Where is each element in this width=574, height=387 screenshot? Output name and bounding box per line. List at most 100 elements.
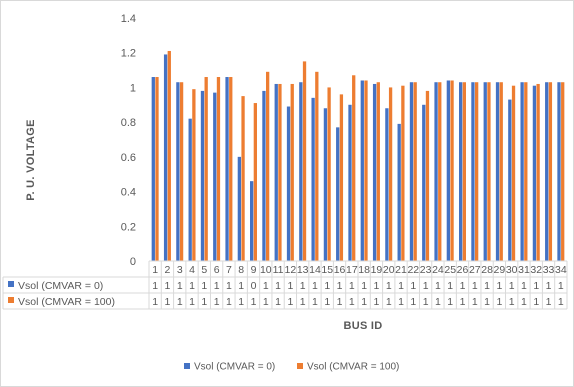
table-cell: 1 xyxy=(423,280,429,292)
bar-series-2 xyxy=(278,83,282,261)
bar-series-2 xyxy=(290,83,294,261)
table-cell: 1 xyxy=(337,280,343,292)
y-axis-ticks: 0 0.2 0.4 0.6 0.8 1 1.2 1.4 xyxy=(121,13,136,268)
category-label: 23 xyxy=(420,264,432,276)
category-label: 1 xyxy=(152,264,158,276)
table-cell: 1 xyxy=(472,280,478,292)
category-label: 2 xyxy=(165,264,171,276)
table-cell: 1 xyxy=(312,296,318,308)
bar-series-1 xyxy=(286,106,291,262)
table-cell: 1 xyxy=(361,280,367,292)
table-cell: 1 xyxy=(300,280,306,292)
bar-series-1 xyxy=(557,82,561,261)
table-cell: 1 xyxy=(263,296,269,308)
bar-series-2 xyxy=(265,71,270,261)
table-cell: 1 xyxy=(496,280,502,292)
table-cell: 1 xyxy=(496,296,502,308)
table-cell: 1 xyxy=(214,280,220,292)
table-cell: 1 xyxy=(423,296,429,308)
bar-series-2 xyxy=(192,89,196,262)
table-cell: 1 xyxy=(177,280,183,292)
y-tick-label: 0.2 xyxy=(121,221,136,233)
bar-series-1 xyxy=(397,123,401,261)
bar-series-2 xyxy=(548,82,553,261)
table-cell: 1 xyxy=(275,296,281,308)
category-label: 3 xyxy=(177,264,183,276)
bar-series-1 xyxy=(250,181,254,261)
bar-series-2 xyxy=(167,50,171,261)
bar-series-2 xyxy=(536,83,540,261)
y-tick-label: 0.4 xyxy=(121,187,136,199)
table-cell: 1 xyxy=(165,296,171,308)
table-cell: 1 xyxy=(201,280,207,292)
bar-series-2 xyxy=(413,82,417,261)
category-label: 19 xyxy=(371,264,383,276)
bar-series-2 xyxy=(438,82,442,261)
bar-series-1 xyxy=(348,104,352,262)
bar-series-1 xyxy=(545,82,549,261)
bar-series-2 xyxy=(327,87,331,261)
table-cell: 1 xyxy=(238,280,244,292)
table-cell: 1 xyxy=(374,296,380,308)
table-cell: 1 xyxy=(509,280,515,292)
category-label: 15 xyxy=(321,264,333,276)
table-cell: 1 xyxy=(447,296,453,308)
bar-series-2 xyxy=(524,82,528,261)
table-cell: 1 xyxy=(386,296,392,308)
bar-series-1 xyxy=(188,118,192,262)
category-label: 7 xyxy=(226,264,232,276)
category-label: 5 xyxy=(201,264,207,276)
category-label: 33 xyxy=(543,264,555,276)
bar-series-2 xyxy=(155,77,159,261)
bar-series-1 xyxy=(422,104,426,262)
table-cell: 1 xyxy=(152,280,158,292)
table-cell: 1 xyxy=(312,280,318,292)
bar-series-2 xyxy=(253,103,257,261)
table-cell: 1 xyxy=(484,296,490,308)
table-cell: 1 xyxy=(177,296,183,308)
table-cell: 1 xyxy=(386,280,392,292)
table-cell: 1 xyxy=(447,280,453,292)
table-cell: 1 xyxy=(435,280,441,292)
legend-swatch xyxy=(184,363,190,369)
table-cell: 1 xyxy=(398,296,404,308)
table-cell: 1 xyxy=(558,296,564,308)
y-tick-label: 1.4 xyxy=(121,13,136,25)
bar-series-1 xyxy=(163,54,168,262)
table-cell: 1 xyxy=(300,296,306,308)
bar-series-1 xyxy=(520,82,524,261)
bar-series-1 xyxy=(483,82,487,261)
category-label: 6 xyxy=(214,264,220,276)
table-cell: 1 xyxy=(152,296,158,308)
table-cell: 1 xyxy=(558,280,564,292)
bar-series-1 xyxy=(151,77,155,261)
bar-series-1 xyxy=(459,82,463,261)
table-cell: 1 xyxy=(287,296,293,308)
bar-series-1 xyxy=(262,90,266,262)
bar-series-1 xyxy=(336,127,340,261)
table-cell: 0 xyxy=(251,280,257,292)
table-cell: 1 xyxy=(324,280,330,292)
table-cell: 1 xyxy=(398,280,404,292)
bar-series-1 xyxy=(434,82,438,261)
table-cell: 1 xyxy=(201,296,207,308)
bar-series-1 xyxy=(446,80,451,261)
data-table: 1 2 3 4 5 6 7 8 9 10 11 12 13 14 15 16 17 18 19 20 21 22 23 24 2… xyxy=(2,260,568,310)
category-label: 12 xyxy=(285,264,297,276)
category-label: 10 xyxy=(260,264,272,276)
bar-series-2 xyxy=(216,77,221,261)
category-label: 4 xyxy=(189,264,195,276)
bar-series-1 xyxy=(508,99,512,261)
bar-series-1 xyxy=(323,108,328,261)
bar-series-2 xyxy=(511,85,516,261)
bar-series-2 xyxy=(376,82,380,261)
bar-series-1 xyxy=(372,83,377,261)
table-cell: 1 xyxy=(226,280,232,292)
y-tick-label: 0 xyxy=(130,256,136,268)
table-series-name: Vsol (CMVAR = 100) xyxy=(18,296,115,308)
bar-series-2 xyxy=(499,82,503,261)
table-cell: 1 xyxy=(226,296,232,308)
category-label: 8 xyxy=(238,264,244,276)
bar-series-2 xyxy=(241,96,245,261)
y-tick-label: 0.8 xyxy=(121,117,136,129)
